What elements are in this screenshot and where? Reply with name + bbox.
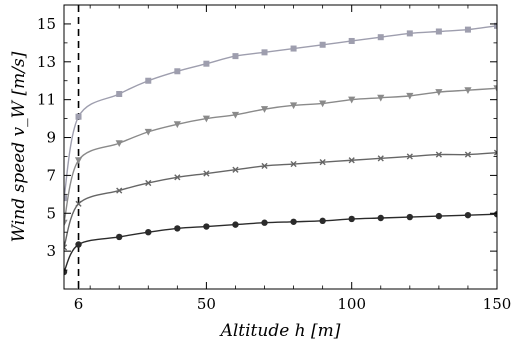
y-tick-label: 9 [46,129,56,147]
data-point [203,223,210,230]
data-point [406,153,413,160]
data-point [174,68,181,75]
data-point [289,102,298,110]
data-point [377,94,385,102]
data-point [145,179,152,187]
data-point [232,166,239,173]
data-point [64,219,68,227]
data-point [435,28,442,35]
data-point [493,211,497,218]
data-point [406,92,414,100]
series-square [64,22,497,202]
data-point [144,128,152,136]
data-point [377,34,384,41]
data-point [319,217,326,225]
data-point [261,162,268,170]
data-point [174,174,181,181]
data-point [319,159,326,166]
data-point [174,225,181,232]
data-point [493,149,497,156]
x-tick-label: 50 [197,295,216,313]
data-point [202,115,210,123]
series-line [64,213,497,273]
data-point [290,218,297,225]
data-point [377,155,384,162]
y-axis-label: Wind speed v_W [m/s] [9,51,29,242]
y-tick-label: 7 [46,166,56,184]
y-tick-label: 11 [37,91,56,109]
data-point [173,121,181,129]
series-line [64,87,497,223]
data-point [319,100,327,108]
data-point [494,22,497,29]
y-tick-label: 3 [46,242,56,260]
data-point [232,221,239,228]
data-point [464,211,472,219]
data-point [261,219,268,226]
data-point [464,87,472,94]
data-point [231,111,240,119]
plot-area [64,5,497,289]
series-line [64,25,497,199]
data-point [232,53,239,60]
series-circle [64,211,497,276]
data-point [203,170,210,177]
data-point [464,151,472,158]
data-point [493,85,497,93]
data-point [290,160,297,168]
series-line [64,151,497,248]
x-tick-label: 100 [337,295,366,313]
data-point [75,113,82,120]
data-point [75,241,82,248]
x-axis-label: Altitude h [m] [219,321,341,341]
data-point [435,151,442,158]
data-point [348,215,355,223]
data-point [348,37,355,44]
y-tick-label: 15 [37,15,56,33]
data-point [261,49,268,56]
data-point [319,41,326,48]
data-point [290,45,297,52]
data-point [377,214,384,222]
data-point [348,157,355,164]
data-point [64,244,68,251]
data-point [145,77,152,84]
data-point [406,30,413,37]
data-point [464,26,471,33]
plot-frame [63,4,498,290]
data-point [64,195,67,202]
data-point [75,200,82,207]
data-point [74,157,83,165]
x-tick-label: 6 [74,295,84,313]
data-point [116,90,123,97]
x-tick-label: 150 [483,295,511,313]
y-tick-label: 5 [46,204,56,222]
y-tick-label: 13 [37,53,56,71]
data-point [115,140,123,148]
data-point [435,212,443,220]
data-point [203,60,210,67]
data-point [260,106,269,113]
series-x [64,149,497,251]
data-point [116,187,123,194]
data-point [348,96,356,104]
axes: 6 50 100 150 3 5 7 9 11 13 15 [37,4,511,313]
data-point [435,89,443,96]
series-triangle [64,85,497,227]
data-point [145,229,152,236]
data-point [406,213,414,221]
data-point [116,233,123,241]
